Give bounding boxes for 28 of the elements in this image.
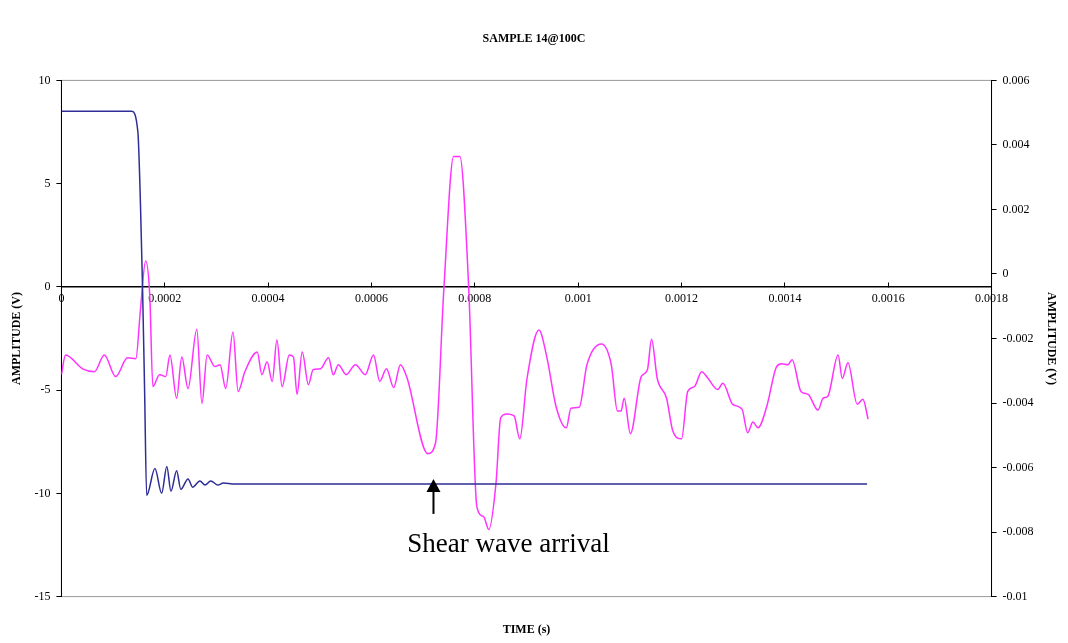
x-tick-label: 0.0014 xyxy=(768,291,802,306)
y2-tick-label: -0.006 xyxy=(1002,459,1034,474)
y-tick-label: -10 xyxy=(34,485,51,500)
x-tick-label: 0.001 xyxy=(564,291,592,306)
y-axis-title: AMPLITUDE (V) xyxy=(9,292,24,385)
x-tick-label: 0.0006 xyxy=(354,291,388,306)
y-tick-label: 5 xyxy=(44,175,51,190)
x-tick-label: 0.0004 xyxy=(251,291,285,306)
y2-tick-label: 0.004 xyxy=(1002,137,1030,152)
y2-tick-label: 0.002 xyxy=(1002,201,1030,216)
line-series xyxy=(61,110,868,497)
y2-tick-label: 0 xyxy=(1002,266,1009,281)
y2-tick-label: -0.004 xyxy=(1002,395,1034,410)
y-tick-label: 10 xyxy=(38,72,51,87)
line-series xyxy=(61,155,869,531)
x-tick-label: 0.0016 xyxy=(871,291,905,306)
x-tick-label: 0.0012 xyxy=(665,291,699,306)
y2-axis-title: AMPLITUDE (V) xyxy=(1044,292,1059,385)
annotation: Shear wave arrival xyxy=(407,527,610,558)
chart-title: SAMPLE 14@100C xyxy=(482,31,586,46)
y2-tick-label: -0.01 xyxy=(1002,588,1028,603)
y2-tick-label: -0.002 xyxy=(1002,330,1034,345)
y-tick-label: -5 xyxy=(40,382,51,397)
x-axis-title: TIME (s) xyxy=(502,621,551,636)
y-tick-label: -15 xyxy=(34,588,51,603)
y2-tick-label: 0.006 xyxy=(1002,72,1030,87)
y-tick-label: 0 xyxy=(44,279,51,294)
y2-tick-label: -0.008 xyxy=(1002,524,1034,539)
